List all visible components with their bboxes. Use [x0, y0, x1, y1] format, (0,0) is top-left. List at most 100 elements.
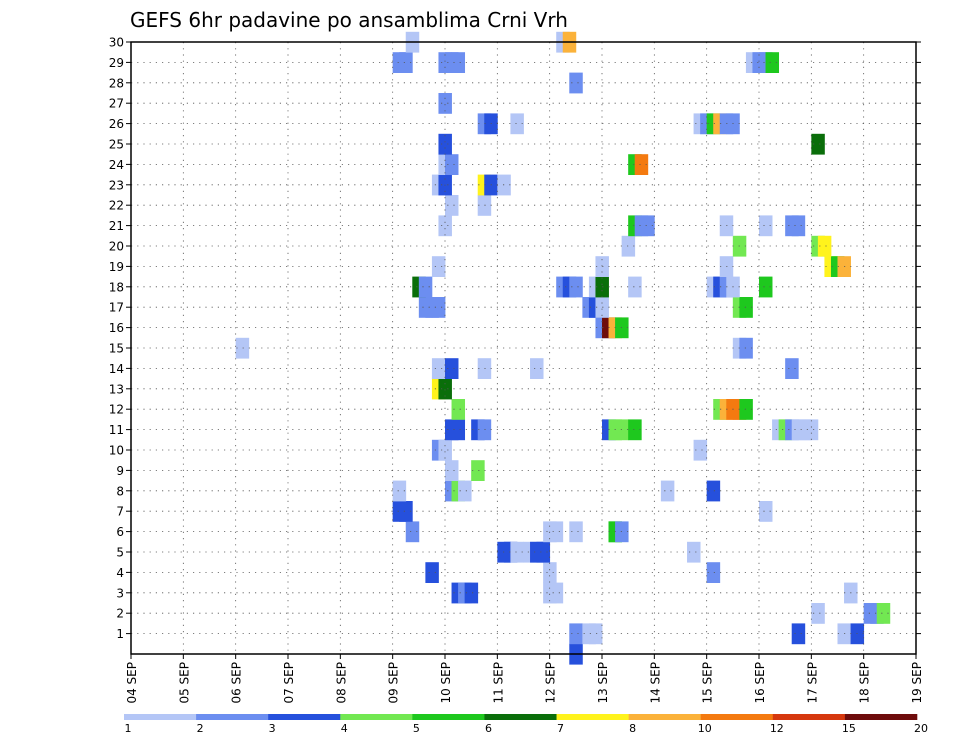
colorbar-label: 7 [557, 722, 564, 735]
y-tick-label: 29 [109, 56, 124, 70]
heatmap-cell [399, 501, 413, 522]
colorbar-label: 8 [629, 722, 636, 735]
heatmap-cell [405, 521, 420, 543]
x-tick-label: 06 SEP [230, 662, 244, 704]
colorbar-swatch [772, 714, 846, 720]
y-tick-label: 26 [109, 117, 124, 131]
colorbar-swatch [124, 714, 197, 720]
x-tick-label: 11 SEP [491, 662, 505, 704]
heatmap-cell [804, 419, 819, 441]
colorbar-label: 3 [269, 722, 276, 735]
heatmap-cell [438, 93, 452, 114]
colorbar-label: 10 [698, 722, 712, 735]
heatmap-cell [739, 399, 753, 420]
heatmap-cell [660, 480, 675, 502]
heatmap-cell [438, 378, 452, 400]
heatmap-cell [536, 541, 551, 563]
y-tick-label: 22 [109, 199, 124, 213]
y-tick-label: 20 [109, 240, 124, 254]
x-tick-label: 10 SEP [439, 662, 453, 704]
y-tick-label: 23 [109, 178, 124, 192]
heatmap-cell [549, 582, 564, 604]
heatmap-cell [445, 358, 459, 379]
heatmap-cell [588, 623, 603, 645]
heatmap-cell [706, 480, 721, 502]
heatmap-cell [425, 562, 439, 583]
colorbar-label: 15 [842, 722, 856, 735]
x-tick-label: 17 SEP [805, 662, 819, 704]
heatmap-cell [235, 337, 250, 359]
heatmap-cell [811, 603, 825, 624]
y-tick-label: 24 [109, 158, 124, 172]
heatmap-cell [876, 603, 891, 624]
heatmap-cell [569, 521, 583, 543]
heatmap-cell [634, 154, 649, 175]
colorbar-label: 1 [125, 722, 132, 735]
y-tick-label: 1 [116, 627, 124, 641]
heatmap-cell [438, 215, 452, 237]
heatmap-cell [817, 235, 832, 257]
colorbar-label: 12 [770, 722, 784, 735]
y-tick-label: 2 [116, 607, 124, 621]
heatmap-cell [464, 582, 479, 604]
x-tick-label: 18 SEP [858, 662, 872, 704]
heatmap-cell [445, 154, 459, 175]
heatmap-cell [549, 521, 564, 543]
heatmap-cell [451, 419, 466, 441]
y-tick-label: 9 [116, 464, 124, 478]
y-tick-label: 3 [116, 586, 124, 600]
heatmap-cell [569, 276, 583, 298]
heatmap-cell [451, 52, 466, 73]
y-tick-label: 4 [116, 566, 124, 580]
x-tick-label: 14 SEP [648, 662, 662, 704]
x-tick-label: 13 SEP [596, 662, 610, 704]
y-tick-label: 25 [109, 138, 124, 152]
heatmap-cell [431, 256, 446, 277]
heatmap-cell [693, 439, 708, 461]
colorbar-swatch [484, 714, 557, 720]
heatmap-cell [641, 215, 655, 237]
colorbar-swatch [844, 714, 918, 720]
colorbar-label: 2 [197, 722, 204, 735]
y-tick-label: 8 [116, 484, 124, 498]
grid-lines [131, 42, 916, 654]
heatmap-cell [510, 113, 524, 135]
colorbar-swatch [196, 714, 269, 720]
heatmap-cell [811, 133, 825, 155]
x-tick-label: 05 SEP [177, 662, 191, 704]
y-tick-label: 16 [109, 321, 124, 335]
heatmap-cell [543, 562, 557, 583]
x-tick-label: 12 SEP [544, 662, 558, 704]
heatmap-cell [706, 562, 721, 583]
heatmap-cell [739, 337, 753, 359]
heatmap-cell [445, 195, 459, 216]
y-tick-label: 21 [109, 219, 124, 233]
colorbar-swatch [556, 714, 629, 720]
heatmap-cell [530, 358, 544, 379]
y-tick-label: 18 [109, 280, 124, 294]
y-tick-label: 27 [109, 97, 124, 111]
y-tick-label: 12 [109, 403, 124, 417]
heatmap-cell [765, 52, 780, 73]
heatmap-cell [628, 419, 642, 441]
y-tick-label: 17 [109, 301, 124, 315]
y-tick-label: 15 [109, 342, 124, 356]
x-tick-label: 09 SEP [387, 662, 401, 704]
x-tick-label: 08 SEP [334, 662, 348, 704]
heatmap-cell [458, 480, 472, 502]
heatmap-cell [759, 276, 773, 298]
heatmap-cell [431, 358, 446, 379]
x-tick-label: 16 SEP [753, 662, 767, 704]
y-tick-label: 7 [116, 505, 124, 519]
heatmap-cells [235, 31, 891, 665]
colorbar-label: 5 [413, 722, 420, 735]
y-tick-label: 19 [109, 260, 124, 274]
heatmap-cell [431, 297, 446, 318]
colorbar-label: 4 [341, 722, 348, 735]
heatmap-cell [399, 52, 413, 73]
x-tick-label: 19 SEP [910, 662, 924, 704]
heatmap-cell [569, 72, 583, 94]
y-tick-label: 30 [109, 36, 124, 50]
heatmap-cell [628, 276, 642, 298]
heatmap-cell [759, 215, 773, 237]
